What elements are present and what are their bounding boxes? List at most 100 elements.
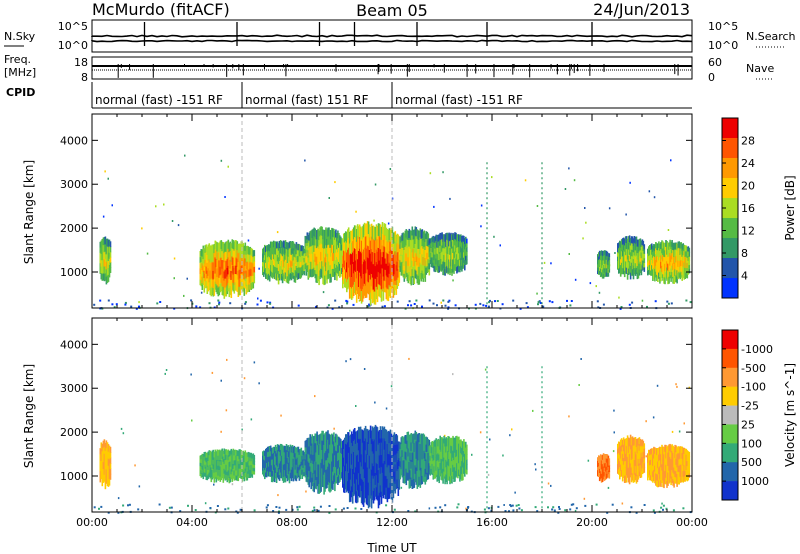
scatter-speck — [480, 204, 483, 207]
echo-cell — [205, 475, 208, 480]
echo-cell — [667, 452, 669, 460]
ground-speck — [209, 507, 212, 509]
echo-cell — [228, 278, 231, 289]
echo-cell — [373, 226, 376, 241]
echo-cell — [408, 254, 411, 264]
echo-cell — [430, 252, 433, 258]
echo-cell — [425, 245, 428, 254]
echo-cell — [348, 265, 351, 277]
echo-cell — [245, 262, 248, 271]
echo-cell — [357, 274, 360, 287]
ground-speck — [173, 307, 176, 310]
echo-cell — [633, 444, 636, 453]
echo-cell — [413, 451, 416, 461]
echo-cell — [626, 265, 629, 273]
echo-cell — [658, 272, 660, 279]
echo-cell — [392, 455, 395, 467]
ground-speck — [682, 507, 685, 510]
echo-cell — [686, 252, 689, 258]
echo-cell — [625, 460, 628, 468]
echo-cell — [629, 251, 632, 260]
nsky-trace — [91, 22, 693, 46]
echo-cell — [414, 464, 417, 474]
echo-cell — [297, 471, 300, 478]
echo-cell — [208, 258, 211, 267]
echo-cell — [373, 487, 376, 501]
echo-cell — [395, 443, 398, 453]
echo-cell — [639, 471, 642, 478]
echo-cell — [651, 475, 653, 482]
echo-cell — [326, 431, 328, 442]
echo-cell — [342, 238, 344, 248]
echo-cell — [297, 266, 300, 274]
echo-cell — [638, 450, 641, 458]
ground-speck — [224, 508, 227, 511]
echo-cell — [669, 475, 671, 483]
echo-cell — [369, 278, 372, 293]
echo-cell — [668, 450, 670, 458]
echo-cell — [235, 469, 238, 476]
echo-cell — [598, 270, 601, 275]
scatter-speck — [578, 384, 580, 386]
echo-cell — [397, 468, 400, 478]
echo-cell — [389, 252, 392, 265]
echo-cell — [648, 458, 650, 464]
echo-cell — [241, 249, 244, 258]
echo-cell — [448, 473, 450, 481]
echo-cell — [366, 441, 369, 455]
ground-speck — [275, 506, 278, 508]
echo-cell — [345, 461, 347, 472]
echo-cell — [349, 445, 352, 458]
echo-cell — [208, 450, 211, 456]
echo-cell — [307, 257, 310, 265]
nave-label: Nave — [746, 62, 774, 75]
echo-cell — [319, 244, 321, 254]
echo-cell — [653, 463, 655, 470]
echo-cell — [417, 451, 420, 461]
echo-cell — [653, 474, 655, 482]
echo-cell — [397, 277, 400, 287]
echo-cell — [206, 466, 209, 472]
echo-cell — [633, 474, 636, 483]
echo-cell — [243, 270, 246, 280]
echo-cell — [236, 283, 239, 292]
echo-cell — [418, 458, 421, 469]
echo-cell — [657, 473, 659, 481]
echo-cell — [201, 262, 204, 270]
echo-cell — [267, 471, 270, 477]
echo-cell — [688, 460, 691, 466]
echo-cell — [369, 473, 372, 487]
echo-cell — [329, 453, 331, 464]
echo-cell — [411, 226, 414, 236]
echo-cell — [378, 430, 381, 443]
echo-cell — [647, 471, 649, 476]
echo-cell — [405, 459, 408, 469]
echo-cell — [205, 273, 208, 281]
echo-cell — [675, 255, 677, 263]
echo-cell — [218, 259, 221, 270]
ground-speck — [135, 307, 138, 310]
echo-cell — [401, 470, 404, 478]
echo-cell — [600, 258, 603, 264]
echo-cell — [427, 258, 430, 266]
echo-cell — [344, 446, 346, 457]
echo-cell — [665, 246, 667, 254]
echo-cell — [642, 255, 645, 261]
echo-cell — [300, 447, 303, 453]
echo-cell — [424, 273, 427, 282]
echo-cell — [381, 222, 384, 235]
echo-cell — [362, 430, 365, 444]
echo-cell — [319, 252, 321, 262]
echo-cell — [441, 451, 443, 460]
ground-speck — [496, 300, 499, 302]
echo-cell — [315, 247, 317, 257]
echo-cell — [213, 261, 216, 271]
echo-cell — [208, 467, 211, 473]
echo-cell — [666, 260, 668, 268]
echo-cell — [250, 468, 253, 473]
ground-speck — [107, 299, 110, 302]
echo-cell — [421, 433, 424, 443]
echo-cell — [448, 232, 450, 240]
echo-cell — [449, 438, 451, 447]
echo-cell — [347, 442, 350, 453]
